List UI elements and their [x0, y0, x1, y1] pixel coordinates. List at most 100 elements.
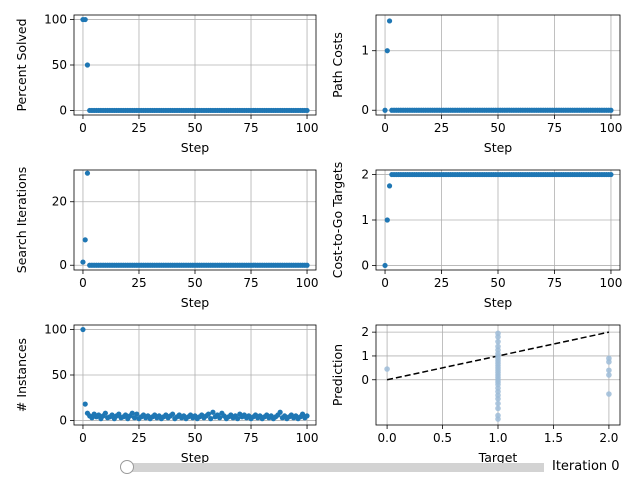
x-tick-label: 100	[296, 431, 319, 445]
x-axis-label: Target	[478, 450, 518, 465]
x-tick-label: 75	[243, 121, 258, 135]
data-point	[495, 338, 501, 345]
chart-search-iterations: 0 25 50 75 100 0 20 Step Search Iterations	[14, 167, 318, 310]
x-axis-label: Step	[484, 140, 513, 155]
data-point	[384, 366, 390, 372]
x-tick-label: 75	[243, 431, 258, 445]
data-point	[169, 411, 176, 417]
data-point	[304, 413, 310, 419]
data-point	[134, 411, 140, 417]
x-tick-label: 50	[187, 276, 202, 290]
data-point	[210, 409, 216, 415]
x-tick-label: 50	[490, 276, 505, 290]
y-axis-label: Path Costs	[330, 32, 345, 98]
y-tick-label: 0	[361, 373, 369, 387]
data-point	[208, 416, 214, 422]
data-point	[382, 107, 388, 113]
y-tick-label: 1	[361, 44, 369, 58]
chart-num-instances: 0 25 50 75 100 0 50 100 Step # Instances	[14, 323, 318, 465]
chart-cost-to-go-targets: 0 25 50 75 100 0 1 2 Step Cost-to-Go Targets	[330, 162, 622, 310]
y-tick-label: 100	[44, 323, 67, 337]
x-tick-label: 100	[296, 276, 319, 290]
data-point	[608, 171, 614, 178]
x-tick-label: 25	[131, 276, 146, 290]
y-tick-label: 100	[44, 13, 67, 27]
y-tick-label: 0	[59, 258, 67, 272]
x-tick-label: 75	[547, 121, 562, 135]
data-point	[606, 391, 612, 397]
x-axis-label: Step	[181, 140, 210, 155]
x-tick-label: 25	[434, 276, 449, 290]
data-point	[606, 367, 612, 374]
x-tick-label: 50	[490, 121, 505, 135]
data-point	[495, 334, 501, 340]
data-point	[129, 410, 135, 416]
y-tick-label: 0	[361, 258, 369, 272]
iteration-slider-label: Iteration 0	[552, 459, 620, 474]
data-point	[386, 18, 393, 24]
y-axis-label: Cost-to-Go Targets	[330, 162, 345, 279]
y-tick-label: 50	[52, 58, 67, 72]
data-point	[234, 416, 241, 422]
y-tick-label: 20	[52, 195, 67, 209]
x-tick-label: 100	[600, 276, 623, 290]
x-tick-label: 0	[79, 121, 87, 135]
x-tick-label: 1.5	[544, 431, 563, 445]
x-tick-label: 25	[131, 431, 146, 445]
data-point	[80, 259, 86, 265]
x-tick-label: 1.0	[488, 431, 507, 445]
chart-prediction-vs-target: 0.0 0.5 1.0 1.5 2.0 0 1 2 Target Prediction	[330, 324, 621, 465]
x-tick-label: 100	[600, 121, 623, 135]
data-point	[386, 183, 393, 189]
x-tick-label: 50	[187, 121, 202, 135]
x-tick-label: 100	[296, 121, 319, 135]
x-tick-label: 0	[79, 431, 87, 445]
data-point	[606, 359, 612, 365]
y-tick-label: 0	[59, 413, 67, 427]
y-axis-label: # Instances	[14, 338, 29, 412]
data-point	[84, 170, 91, 176]
data-point	[495, 416, 501, 422]
x-tick-label: 0.5	[433, 431, 452, 445]
x-tick-label: 0	[79, 276, 87, 290]
chart-percent-solved: 0 25 50 75 100 0 50 100 Step Percent Solved	[14, 13, 318, 155]
x-tick-label: 75	[243, 276, 258, 290]
data-point	[495, 400, 501, 407]
data-point	[82, 237, 88, 243]
y-tick-label: 0	[361, 103, 369, 117]
data-point	[205, 411, 212, 417]
y-axis-label: Search Iterations	[14, 167, 29, 273]
x-axis-label: Step	[181, 450, 210, 465]
y-tick-label: 1	[361, 213, 369, 227]
data-point	[384, 48, 390, 54]
y-tick-label: 2	[361, 168, 369, 182]
data-point	[82, 401, 88, 407]
data-point	[382, 262, 388, 269]
y-axis-label: Percent Solved	[14, 18, 29, 111]
data-point	[606, 372, 612, 378]
iteration-slider-track[interactable]	[128, 463, 544, 472]
x-tick-label: 0	[381, 121, 389, 135]
x-tick-label: 75	[547, 276, 562, 290]
x-axis-label: Step	[181, 295, 210, 310]
x-tick-label: 2.0	[599, 431, 618, 445]
data-point	[84, 62, 91, 68]
x-axis-label: Step	[484, 295, 513, 310]
data-point	[80, 326, 86, 333]
x-tick-label: 0.0	[378, 431, 397, 445]
x-tick-label: 0	[381, 276, 389, 290]
chart-path-costs: 0 25 50 75 100 0 1 Step Path Costs	[330, 14, 623, 155]
data-point	[495, 405, 501, 412]
data-point	[102, 410, 108, 416]
iteration-slider-handle[interactable]	[120, 460, 134, 474]
y-tick-label: 0	[59, 103, 67, 117]
x-tick-label: 50	[187, 431, 202, 445]
y-tick-label: 50	[52, 368, 67, 382]
x-tick-label: 25	[434, 121, 449, 135]
data-point	[82, 16, 88, 23]
data-point	[217, 415, 223, 421]
data-point	[304, 262, 310, 268]
y-axis-label: Prediction	[330, 344, 345, 406]
data-point	[277, 409, 283, 415]
